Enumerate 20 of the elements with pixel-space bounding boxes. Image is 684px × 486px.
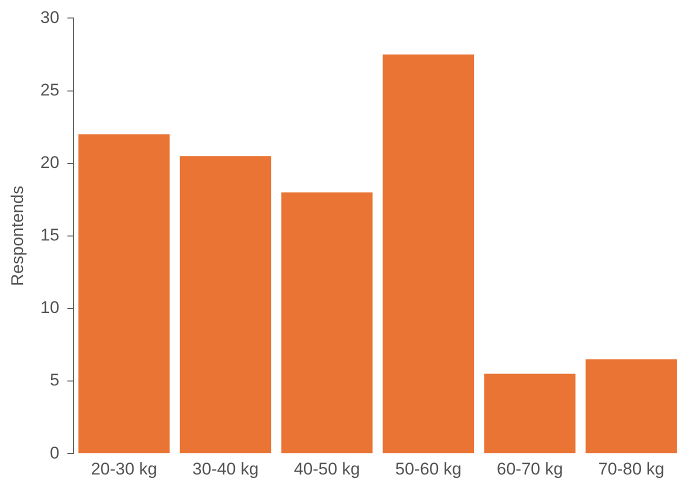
x-tick-label: 60-70 kg bbox=[496, 459, 563, 478]
bar bbox=[281, 192, 373, 454]
bar bbox=[586, 359, 677, 454]
x-tick-label: 70-80 kg bbox=[598, 459, 664, 478]
bar bbox=[180, 156, 272, 454]
bar bbox=[484, 374, 576, 454]
y-tick-label: 20 bbox=[40, 153, 60, 172]
x-tick-label: 40-50 kg bbox=[294, 459, 360, 478]
x-tick-label: 20-30 kg bbox=[90, 459, 158, 478]
y-tick-label: 25 bbox=[40, 80, 60, 100]
x-tick-label: 30-40 kg bbox=[192, 459, 259, 478]
bar bbox=[382, 54, 474, 454]
x-tick-label: 50-60 kg bbox=[395, 459, 462, 478]
y-tick-label: 15 bbox=[40, 226, 60, 245]
y-tick-label: 5 bbox=[50, 370, 60, 390]
y-tick-label: 30 bbox=[40, 8, 60, 27]
y-tick-label: 10 bbox=[40, 298, 60, 318]
bar bbox=[78, 134, 170, 454]
y-axis-title: Respontends bbox=[8, 186, 27, 286]
y-tick-label: 0 bbox=[50, 443, 60, 462]
